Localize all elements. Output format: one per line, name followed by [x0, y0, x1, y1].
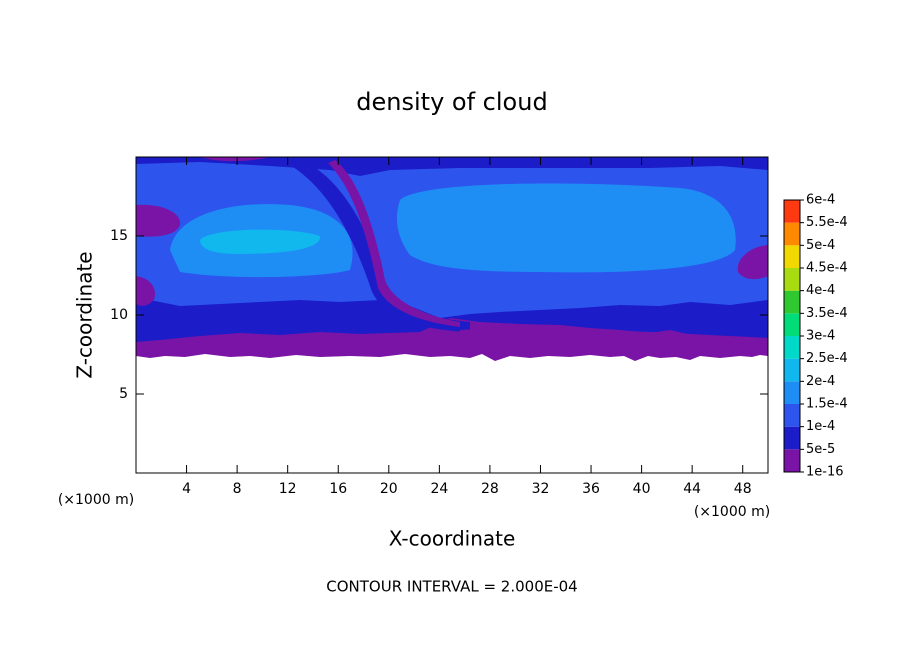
contour-region — [200, 229, 321, 254]
contour-field — [136, 157, 768, 361]
x-tick-label: 16 — [329, 481, 347, 497]
contour-region — [136, 204, 181, 237]
chart-title: density of cloud — [356, 88, 547, 116]
x-tick-label: 4 — [182, 481, 191, 497]
colorbar-band — [784, 358, 800, 382]
colorbar-label: 3.5e-4 — [806, 306, 848, 321]
colorbar-band — [784, 290, 800, 314]
x-tick-label: 48 — [734, 481, 752, 497]
colorbar-band — [784, 268, 800, 291]
colorbar-label: 4e-4 — [806, 283, 835, 298]
colorbar-band — [784, 200, 800, 223]
colorbar-label: 5e-4 — [806, 238, 835, 253]
x-axis-label: X-coordinate — [389, 527, 516, 551]
colorbar-band — [784, 449, 800, 472]
x-tick-label: 8 — [233, 481, 242, 497]
colorbar-label: 3e-4 — [806, 329, 835, 344]
colorbar-label: 2e-4 — [806, 374, 835, 389]
x-tick-label: 32 — [532, 481, 550, 497]
y-tick-label: 5 — [119, 386, 128, 402]
contour-region — [290, 160, 470, 332]
contour-region — [460, 328, 768, 352]
contour-region — [328, 160, 460, 327]
y-unit: (×1000 m) — [58, 492, 134, 508]
x-tick-label: 40 — [633, 481, 651, 497]
contour-region — [200, 157, 270, 162]
colorbar-band — [784, 222, 800, 246]
colorbar-label: 4.5e-4 — [806, 261, 848, 276]
x-tick-label: 36 — [582, 481, 600, 497]
x-tick-label: 20 — [380, 481, 398, 497]
colorbar-band — [784, 404, 800, 427]
colorbar-band — [784, 336, 800, 359]
x-tick-label: 28 — [481, 481, 499, 497]
y-tick-label: 15 — [110, 228, 128, 244]
x-tick-label: 12 — [279, 481, 297, 497]
colorbar-label: 6e-4 — [806, 193, 835, 208]
x-tick-label: 24 — [430, 481, 448, 497]
colorbar-band — [784, 245, 800, 268]
colorbar-label: 5.5e-4 — [806, 215, 848, 230]
colorbar-label: 5e-5 — [806, 442, 835, 457]
y-tick-label: 10 — [110, 307, 128, 323]
colorbar-label: 1.5e-4 — [806, 397, 848, 412]
colorbar-label: 1e-16 — [806, 465, 844, 480]
colorbar-band — [784, 313, 800, 336]
colorbar-band — [784, 426, 800, 450]
contour-interval-note: CONTOUR INTERVAL = 2.000E-04 — [326, 578, 577, 596]
contour-region — [136, 276, 156, 306]
colorbar-label: 2.5e-4 — [806, 351, 848, 366]
x-tick-label: 44 — [683, 481, 701, 497]
x-unit: (×1000 m) — [694, 504, 770, 520]
contour-region — [737, 245, 768, 280]
colorbar-band — [784, 381, 800, 404]
contour-region — [397, 183, 736, 273]
y-axis-label: Z-coordinate — [73, 251, 97, 378]
colorbar-label: 1e-4 — [806, 419, 835, 434]
